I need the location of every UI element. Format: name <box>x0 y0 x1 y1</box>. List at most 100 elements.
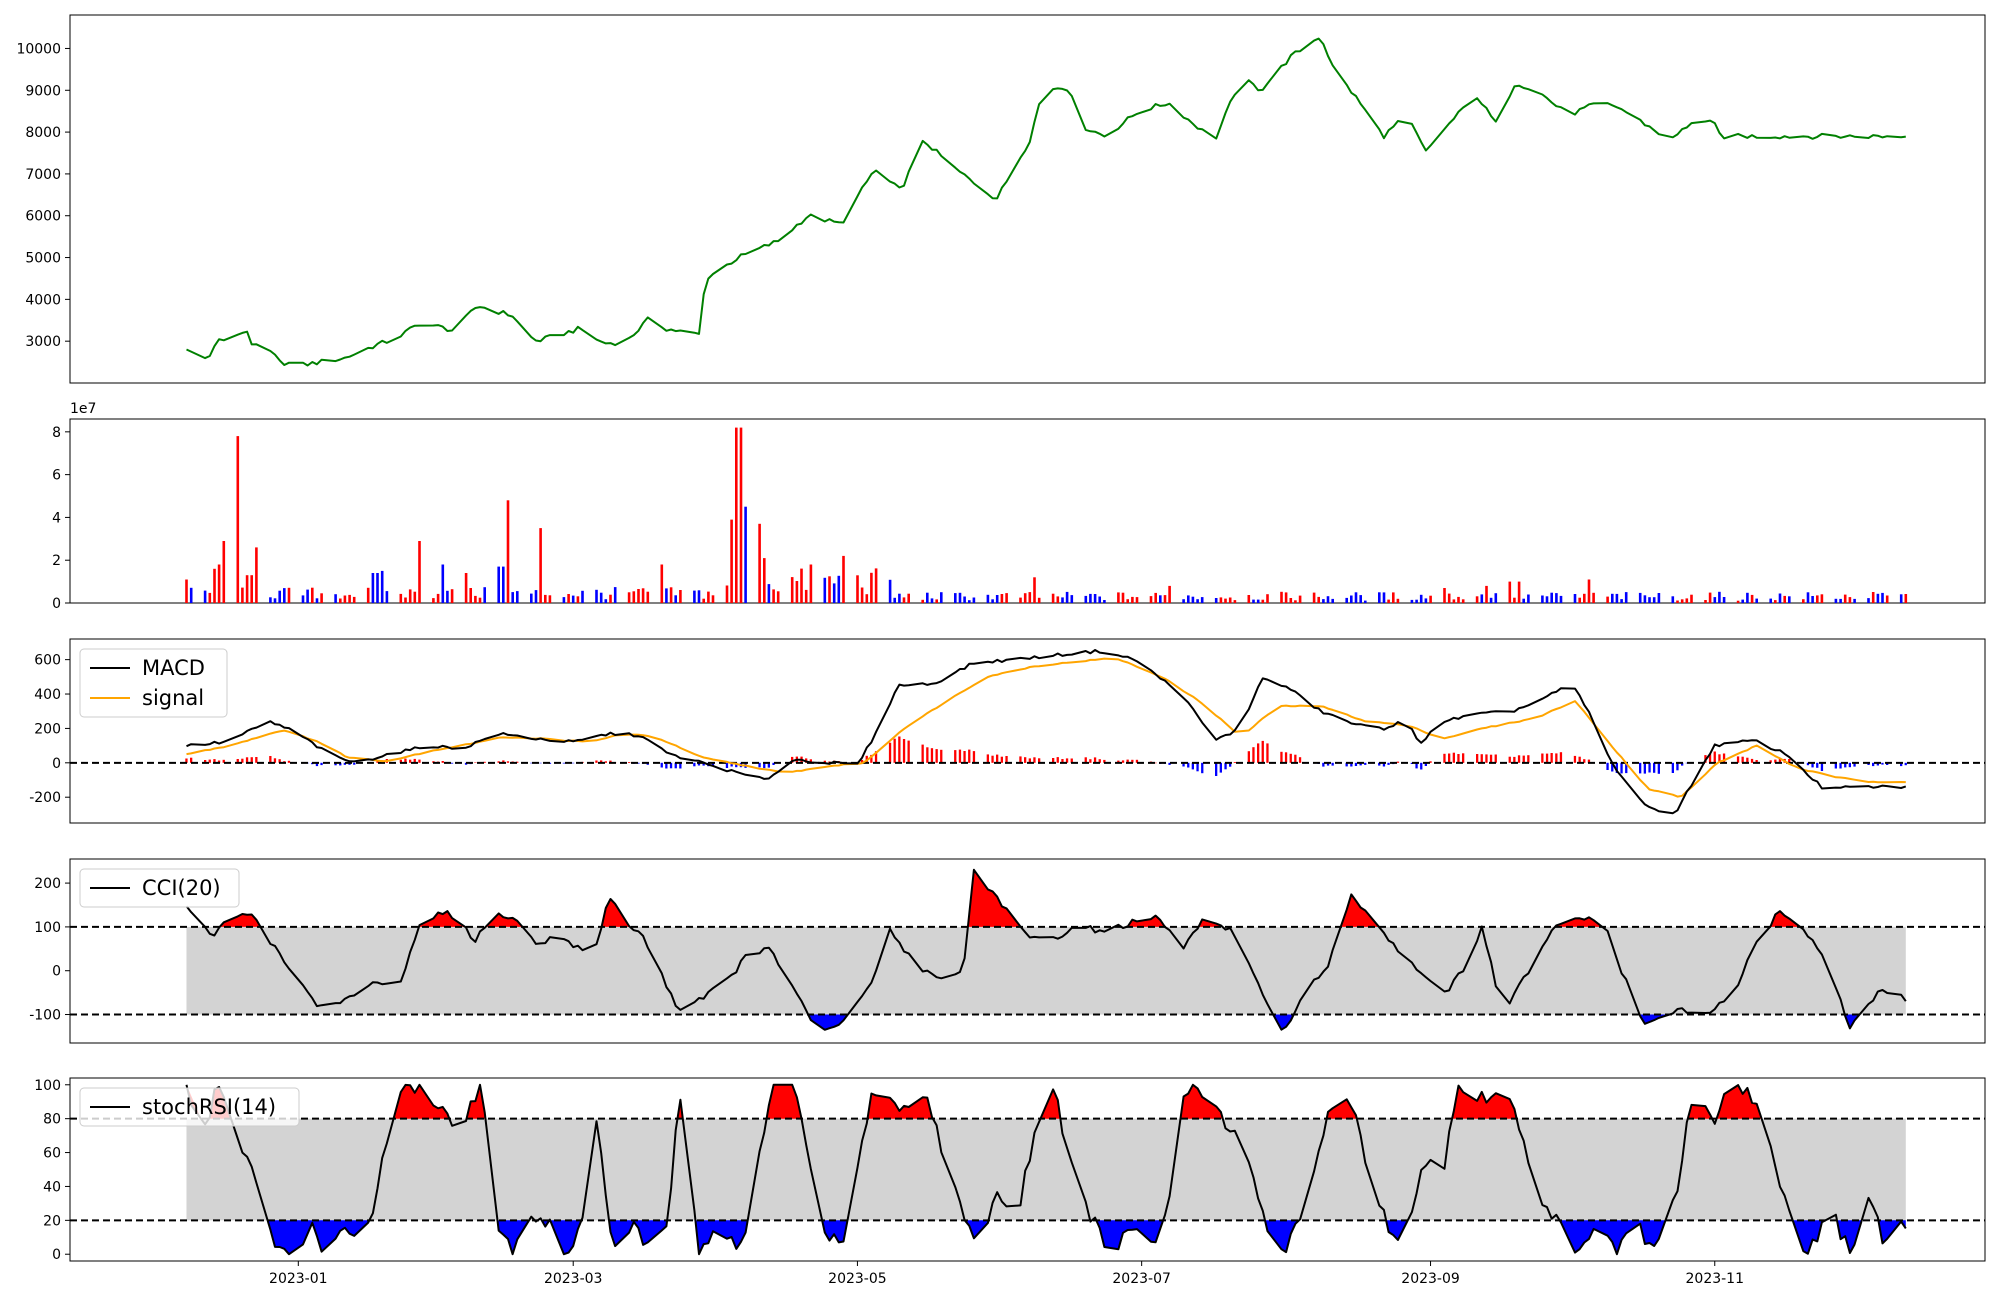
volume-y-tick-label: 0 <box>52 596 61 612</box>
volume-bar <box>1224 598 1227 603</box>
volume-bar <box>287 587 291 603</box>
volume-bar <box>203 590 207 603</box>
macd-histogram-bar <box>1508 756 1511 763</box>
volume-bar <box>1345 597 1348 603</box>
volume-bar <box>343 595 347 603</box>
stochrsi-overbought-fill <box>393 1084 450 1119</box>
macd-histogram-bar <box>409 759 412 763</box>
volume-bar <box>637 589 640 603</box>
macd-histogram-bar <box>1527 755 1530 763</box>
cci-oversold-fill <box>808 1014 848 1030</box>
volume-bar <box>1298 595 1302 603</box>
macd-histogram-bar <box>954 750 957 763</box>
volume-bar <box>776 591 780 603</box>
macd-histogram-bar <box>1121 760 1125 763</box>
macd-histogram-bar <box>204 760 207 763</box>
cci-overbought-fill <box>967 869 1021 927</box>
volume-bar <box>763 558 766 603</box>
volume-bar <box>241 587 244 603</box>
macd-frame <box>69 638 1986 824</box>
volume-bar <box>432 598 435 603</box>
volume-bar <box>1708 592 1712 603</box>
stochrsi-y-tick-label: 80 <box>43 1112 61 1128</box>
volume-bar <box>1252 599 1255 603</box>
macd-y-tick-label: 200 <box>34 721 61 737</box>
volume-bar <box>809 564 813 603</box>
macd-histogram-bar <box>1820 762 1824 771</box>
price-y-tick-label: 7000 <box>25 167 61 183</box>
volume-bar <box>1541 595 1544 603</box>
volume-bar <box>702 598 705 603</box>
macd-histogram-bar <box>1378 762 1381 766</box>
volume-bar <box>940 592 943 603</box>
volume-bar <box>502 566 505 603</box>
volume-bar <box>273 598 277 603</box>
volume-bar <box>1266 594 1269 603</box>
macd-histogram-bar <box>1280 751 1283 763</box>
macd-histogram-bar <box>860 759 864 763</box>
volume-bar <box>217 564 221 603</box>
volume-bar <box>828 576 831 603</box>
macd-histogram-bar <box>1462 753 1465 763</box>
volume-bar <box>870 572 873 603</box>
volume-bar <box>837 575 841 603</box>
macd-histogram-bar <box>1886 762 1889 765</box>
macd-histogram-bar <box>1117 760 1120 763</box>
macd-histogram-bar <box>1350 762 1353 767</box>
macd-histogram-bar <box>1653 762 1656 773</box>
volume-bar <box>860 587 864 603</box>
volume-bar <box>725 585 729 603</box>
macd-histogram-bar <box>1294 754 1297 763</box>
macd-histogram-bar <box>1685 762 1688 764</box>
volume-bar <box>1583 593 1586 603</box>
macd-histogram-bar <box>1769 760 1772 763</box>
volume-bar <box>1289 598 1293 603</box>
macd-histogram-bar <box>1131 759 1134 763</box>
volume-bar <box>1410 599 1414 603</box>
volume-bar <box>1816 595 1819 603</box>
macd-histogram-bar <box>1648 762 1651 773</box>
macd-histogram-bar <box>1489 754 1493 763</box>
volume-bar <box>595 589 598 603</box>
volume-bar <box>1489 597 1493 603</box>
macd-histogram-bar <box>986 754 989 763</box>
volume-bar <box>567 594 570 603</box>
volume-bar <box>1806 592 1810 603</box>
volume-bar <box>1280 591 1283 603</box>
volume-bar <box>497 566 500 603</box>
macd-histogram-bar <box>1681 762 1684 766</box>
macd-histogram-bar <box>1382 762 1386 767</box>
macd-histogram-bar <box>1298 757 1302 763</box>
macd-histogram-bar <box>1233 762 1236 763</box>
volume-bar <box>1508 581 1512 603</box>
volume-bar <box>674 595 677 603</box>
volume-bar <box>1159 595 1162 603</box>
price-y-tick-label: 9000 <box>25 83 61 99</box>
macd-histogram-bar <box>530 762 533 764</box>
volume-bar <box>599 592 603 603</box>
x-tick-label: 2023-11 <box>1686 1271 1745 1287</box>
volume-bar <box>1065 591 1069 603</box>
volume-bar <box>576 596 580 603</box>
volume-bar <box>1354 592 1358 603</box>
macd-histogram-bar <box>940 749 943 763</box>
volume-bar <box>972 597 976 603</box>
stochrsi-y-tick-label: 60 <box>43 1146 61 1162</box>
volume-bar <box>1070 595 1074 603</box>
macd-histogram-bar <box>1005 756 1008 763</box>
stochrsi-line <box>185 1083 1907 1256</box>
volume-bar <box>1326 596 1330 603</box>
volume-bar <box>436 593 440 603</box>
macd-histogram-bar <box>320 762 323 766</box>
macd-histogram-bar <box>1708 754 1712 763</box>
macd-histogram-bar <box>450 762 454 764</box>
volume-bar <box>856 575 859 603</box>
volume-bar <box>1447 593 1451 603</box>
macd-histogram-bar <box>604 761 607 763</box>
volume-bar <box>306 589 309 603</box>
macd-histogram-bar <box>1844 762 1847 768</box>
volume-bar <box>1457 596 1460 603</box>
volume-bar <box>1093 594 1097 603</box>
macd-histogram-bar <box>1872 762 1875 767</box>
macd-histogram-bar <box>1024 757 1027 763</box>
